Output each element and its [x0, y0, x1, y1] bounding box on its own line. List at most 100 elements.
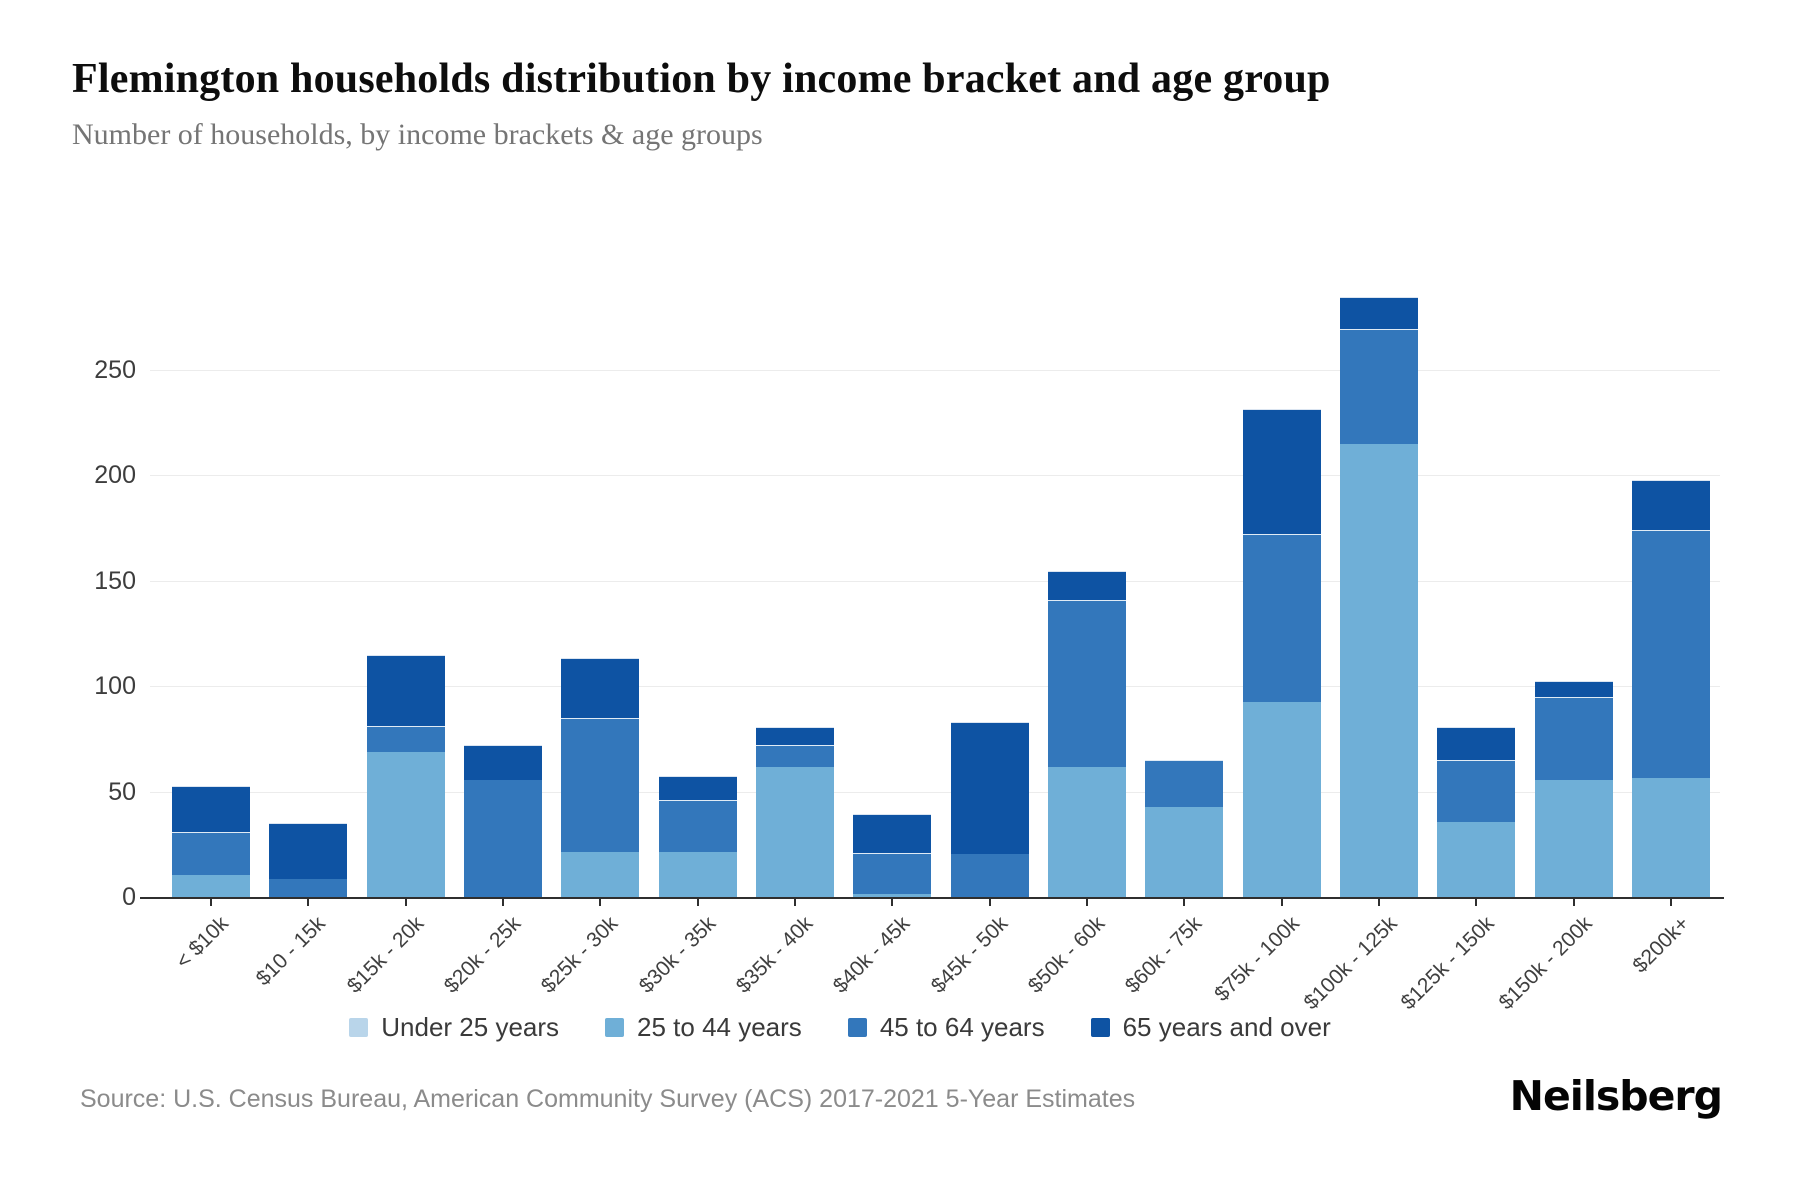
bar-20k-25k[interactable]: [463, 745, 542, 898]
segment-25-to-44-years[interactable]: [658, 851, 737, 898]
page-subtitle: Number of households, by income brackets…: [72, 118, 763, 151]
segment-65-years-and-over[interactable]: [1047, 571, 1126, 600]
bar-35k-40k[interactable]: [755, 727, 834, 898]
bar-200k[interactable]: [1631, 480, 1710, 898]
y-tick-label-50: 50: [108, 777, 136, 806]
segment-25-to-44-years[interactable]: [1437, 822, 1516, 898]
segment-25-to-44-years[interactable]: [1145, 807, 1224, 898]
source-text: Source: U.S. Census Bureau, American Com…: [80, 1085, 1136, 1113]
x-tick: [599, 898, 601, 906]
segment-65-years-and-over[interactable]: [269, 823, 348, 880]
x-tick-label: $45k - 50k: [926, 912, 1013, 998]
segment-25-to-44-years[interactable]: [1534, 779, 1613, 898]
legend-item-25-to-44-years[interactable]: 25 to 44 years: [605, 1012, 802, 1043]
legend-label: Under 25 years: [381, 1012, 560, 1042]
segment-65-years-and-over[interactable]: [172, 786, 250, 832]
segment-45-to-64-years[interactable]: [658, 799, 737, 852]
segment-65-years-and-over[interactable]: [1534, 680, 1613, 697]
x-tick-label: $75k - 100k: [1210, 912, 1305, 1006]
y-tick-label-100: 100: [94, 672, 136, 700]
segment-65-years-and-over[interactable]: [755, 727, 834, 746]
segment-45-to-64-years[interactable]: [755, 745, 834, 768]
segment-25-to-44-years[interactable]: [366, 752, 445, 898]
segment-45-to-64-years[interactable]: [950, 853, 1029, 898]
plot-area: 0 50 100 150 200 250 < $10k $10 - 15k $15k - 20…: [94, 255, 1724, 1014]
segment-45-to-64-years[interactable]: [1534, 696, 1613, 780]
legend-label: 25 to 44 years: [637, 1012, 802, 1042]
segment-45-to-64-years[interactable]: [853, 852, 932, 894]
bar-40k-45k[interactable]: [853, 813, 932, 898]
segment-25-to-44-years[interactable]: [755, 767, 834, 898]
bar-30k-35k[interactable]: [658, 775, 737, 898]
segment-45-to-64-years[interactable]: [366, 726, 445, 753]
segment-25-to-44-years[interactable]: [172, 874, 250, 898]
segment-45-to-64-years[interactable]: [1242, 534, 1321, 702]
bar-150k-200k[interactable]: [1534, 680, 1613, 898]
gridline-100: [150, 686, 1720, 687]
segment-65-years-and-over[interactable]: [1631, 480, 1710, 530]
gridline-150: [150, 580, 1720, 582]
segment-25-to-44-years[interactable]: [561, 851, 640, 898]
segment-65-years-and-over[interactable]: [853, 813, 932, 853]
x-tick-label: $60k - 75k: [1120, 912, 1207, 998]
x-tick-label: $200k+: [1627, 912, 1694, 978]
segment-65-years-and-over[interactable]: [658, 775, 737, 800]
segment-45-to-64-years[interactable]: [1631, 529, 1710, 778]
x-tick-label: $30k - 35k: [634, 912, 721, 998]
bar-125k-150k[interactable]: [1437, 727, 1516, 898]
segment-65-years-and-over[interactable]: [950, 721, 1029, 854]
segment-45-to-64-years[interactable]: [269, 879, 348, 898]
bar-100k-125k[interactable]: [1339, 296, 1418, 898]
chart-legend: Under 25 years 25 to 44 years 45 to 64 yea…: [0, 1012, 1680, 1043]
x-tick-label: < $10k: [171, 912, 234, 974]
legend-item-65-years-and-over[interactable]: 65 years and over: [1090, 1012, 1331, 1043]
x-tick-label: $150k - 200k: [1494, 912, 1597, 1015]
legend-swatch: [605, 1018, 625, 1037]
segment-65-years-and-over[interactable]: [1437, 727, 1516, 760]
bar-50k-60k[interactable]: [1047, 571, 1126, 898]
x-tick: [989, 898, 991, 906]
segment-25-to-44-years[interactable]: [1242, 701, 1321, 898]
segment-25-to-44-years[interactable]: [1047, 767, 1126, 898]
segment-25-to-44-years[interactable]: [853, 893, 932, 898]
x-tick-label: $20k - 25k: [439, 912, 526, 998]
legend-swatch: [349, 1018, 369, 1037]
segment-45-to-64-years[interactable]: [1145, 759, 1224, 808]
legend-item-45-to-64-years[interactable]: 45 to 64 years: [847, 1012, 1045, 1043]
segment-45-to-64-years[interactable]: [172, 831, 250, 875]
segment-25-to-44-years[interactable]: [1339, 444, 1418, 898]
segment-65-years-and-over[interactable]: [1339, 296, 1418, 330]
segment-65-years-and-over[interactable]: [1242, 408, 1321, 535]
y-tick-label-200: 200: [94, 461, 136, 489]
segment-65-years-and-over[interactable]: [366, 655, 445, 727]
gridline-250: [150, 369, 1720, 371]
x-tick: [307, 898, 309, 906]
gridline-200: [150, 475, 1720, 476]
segment-45-to-64-years[interactable]: [561, 717, 640, 852]
segment-65-years-and-over[interactable]: [561, 657, 640, 718]
x-tick: [1573, 898, 1575, 906]
segment-45-to-64-years[interactable]: [1437, 759, 1516, 823]
bar-25k-30k[interactable]: [561, 657, 640, 898]
x-tick: [697, 898, 699, 906]
bar-10-15k[interactable]: [269, 823, 348, 898]
page-title: Flemington households distribution by in…: [72, 56, 1331, 102]
x-tick: [210, 898, 212, 906]
bar-75k-100k[interactable]: [1242, 408, 1321, 898]
segment-45-to-64-years[interactable]: [1047, 599, 1126, 768]
legend-label: 65 years and over: [1122, 1012, 1331, 1042]
gridline-50: [150, 791, 1720, 793]
segment-65-years-and-over[interactable]: [463, 745, 542, 780]
bar-60k-75k[interactable]: [1145, 759, 1224, 898]
legend-item-under-25-years[interactable]: Under 25 years: [349, 1012, 559, 1043]
segment-25-to-44-years[interactable]: [1631, 777, 1710, 898]
x-tick: [1086, 898, 1088, 906]
legend-swatch: [847, 1018, 867, 1037]
x-tick-label: $10 - 15k: [252, 912, 331, 991]
bar-45k-50k[interactable]: [950, 721, 1029, 898]
segment-45-to-64-years[interactable]: [1339, 329, 1418, 445]
segment-45-to-64-years[interactable]: [463, 779, 542, 898]
bar-10k[interactable]: [172, 786, 250, 898]
bar-15k-20k[interactable]: [366, 655, 445, 898]
x-tick: [1281, 898, 1283, 906]
